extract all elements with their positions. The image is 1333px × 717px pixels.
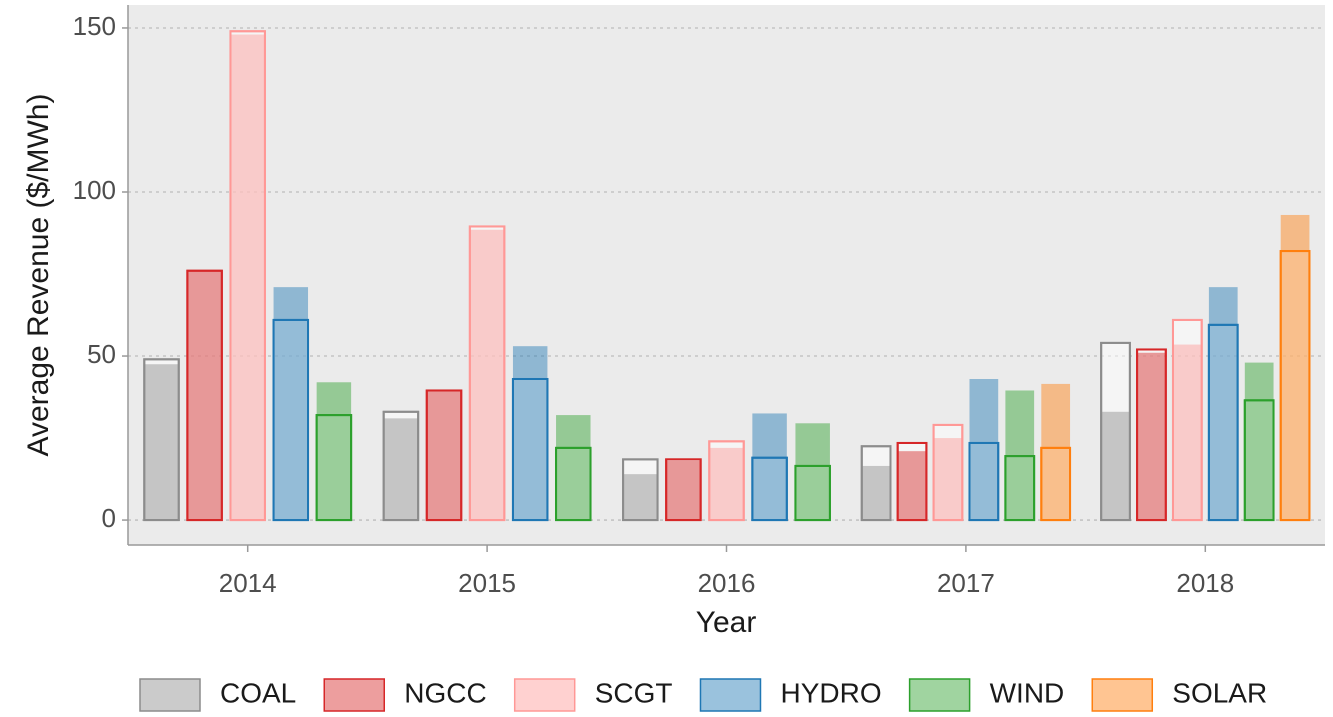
fill-bar	[1041, 383, 1071, 521]
outline-bar-edge	[896, 441, 928, 522]
fill-bar	[1172, 344, 1202, 521]
fill-bar	[144, 364, 179, 521]
x-tick-label: 2016	[698, 568, 756, 598]
outline-bar-edge	[511, 377, 549, 522]
fill-bar	[795, 423, 830, 521]
outline-bar-edge	[751, 456, 788, 522]
fill-bar	[512, 346, 548, 521]
fill-bar	[383, 418, 419, 521]
fill-bar	[556, 415, 591, 521]
fill-bar	[469, 229, 505, 521]
legend-key	[513, 678, 576, 712]
outline-bar-edge	[468, 225, 506, 522]
fill-bar	[897, 451, 927, 521]
fill-bar	[709, 447, 744, 521]
legend-label: WIND	[990, 677, 1065, 708]
fill-bar	[933, 438, 963, 521]
fill-bar	[666, 461, 701, 521]
outline-bar-edge	[186, 269, 223, 522]
fill-bar	[752, 413, 787, 521]
outline-bar-edge	[860, 445, 892, 522]
x-tick-label: 2014	[219, 568, 277, 598]
outline-bar-edge	[1136, 348, 1167, 522]
fill-bar	[1101, 411, 1130, 521]
outline-bar-edge	[932, 423, 964, 522]
outline-bar-edge	[1207, 323, 1239, 522]
x-axis-title: Year	[696, 606, 757, 639]
y-tick-label: 50	[87, 339, 116, 369]
outline-bar-edge	[1243, 399, 1275, 522]
outline-bar-edge	[555, 446, 592, 522]
fill-bar	[187, 270, 222, 521]
outline-bar	[1004, 455, 1036, 522]
outline-bar	[425, 389, 463, 522]
outline-bar-edge	[968, 441, 1000, 522]
legend-key	[1091, 678, 1154, 712]
outline-bar-edge	[382, 410, 420, 522]
legend-key	[699, 678, 762, 712]
fill-bar	[316, 382, 352, 521]
legend-label: SCGT	[595, 677, 673, 708]
legend-label: COAL	[220, 677, 296, 708]
outline-bar-edge	[1100, 341, 1131, 522]
fill-bar	[1137, 352, 1166, 521]
fill-bar	[273, 287, 309, 521]
fill-bar	[623, 474, 658, 521]
fill-bar	[1208, 287, 1238, 521]
legend-key	[323, 678, 385, 712]
outline-bar-edge	[794, 464, 831, 522]
outline-bar-edge	[1004, 455, 1036, 522]
y-tick-label: 0	[102, 503, 116, 533]
fill-bar	[861, 465, 891, 521]
outline-bar-edge	[1040, 446, 1072, 522]
outline-bar-edge	[665, 458, 702, 522]
legend-label: HYDRO	[780, 677, 881, 708]
y-tick-label: 150	[73, 11, 116, 41]
y-tick-label: 100	[73, 175, 116, 205]
x-tick-label: 2015	[458, 568, 516, 598]
outline-bar-edge	[708, 440, 745, 522]
legend-label: SOLAR	[1172, 677, 1267, 708]
outline-bar-edge	[1171, 318, 1203, 522]
legend-key	[139, 678, 201, 712]
outline-bar	[468, 225, 506, 522]
legend-label: NGCC	[404, 677, 486, 708]
outline-bar-edge	[315, 414, 353, 522]
fill-bar	[969, 378, 999, 521]
x-tick-label: 2018	[1176, 568, 1234, 598]
outline-bar-edge	[622, 458, 659, 522]
fill-bar	[230, 34, 265, 521]
outline-bar-edge	[229, 30, 266, 522]
x-tick-label: 2017	[937, 568, 995, 598]
outline-bar	[186, 269, 223, 522]
fill-bar	[426, 390, 462, 521]
outline-bar-edge	[425, 389, 463, 522]
fill-bar	[1244, 362, 1274, 521]
outline-bar	[896, 441, 928, 522]
outline-bar-edge	[272, 318, 310, 522]
outline-bar-edge	[143, 358, 180, 522]
y-axis-title: Average Revenue ($/MWh)	[22, 94, 55, 457]
legend-key	[908, 678, 971, 712]
fill-bar	[1280, 214, 1310, 521]
outline-bar-edge	[1279, 250, 1311, 522]
